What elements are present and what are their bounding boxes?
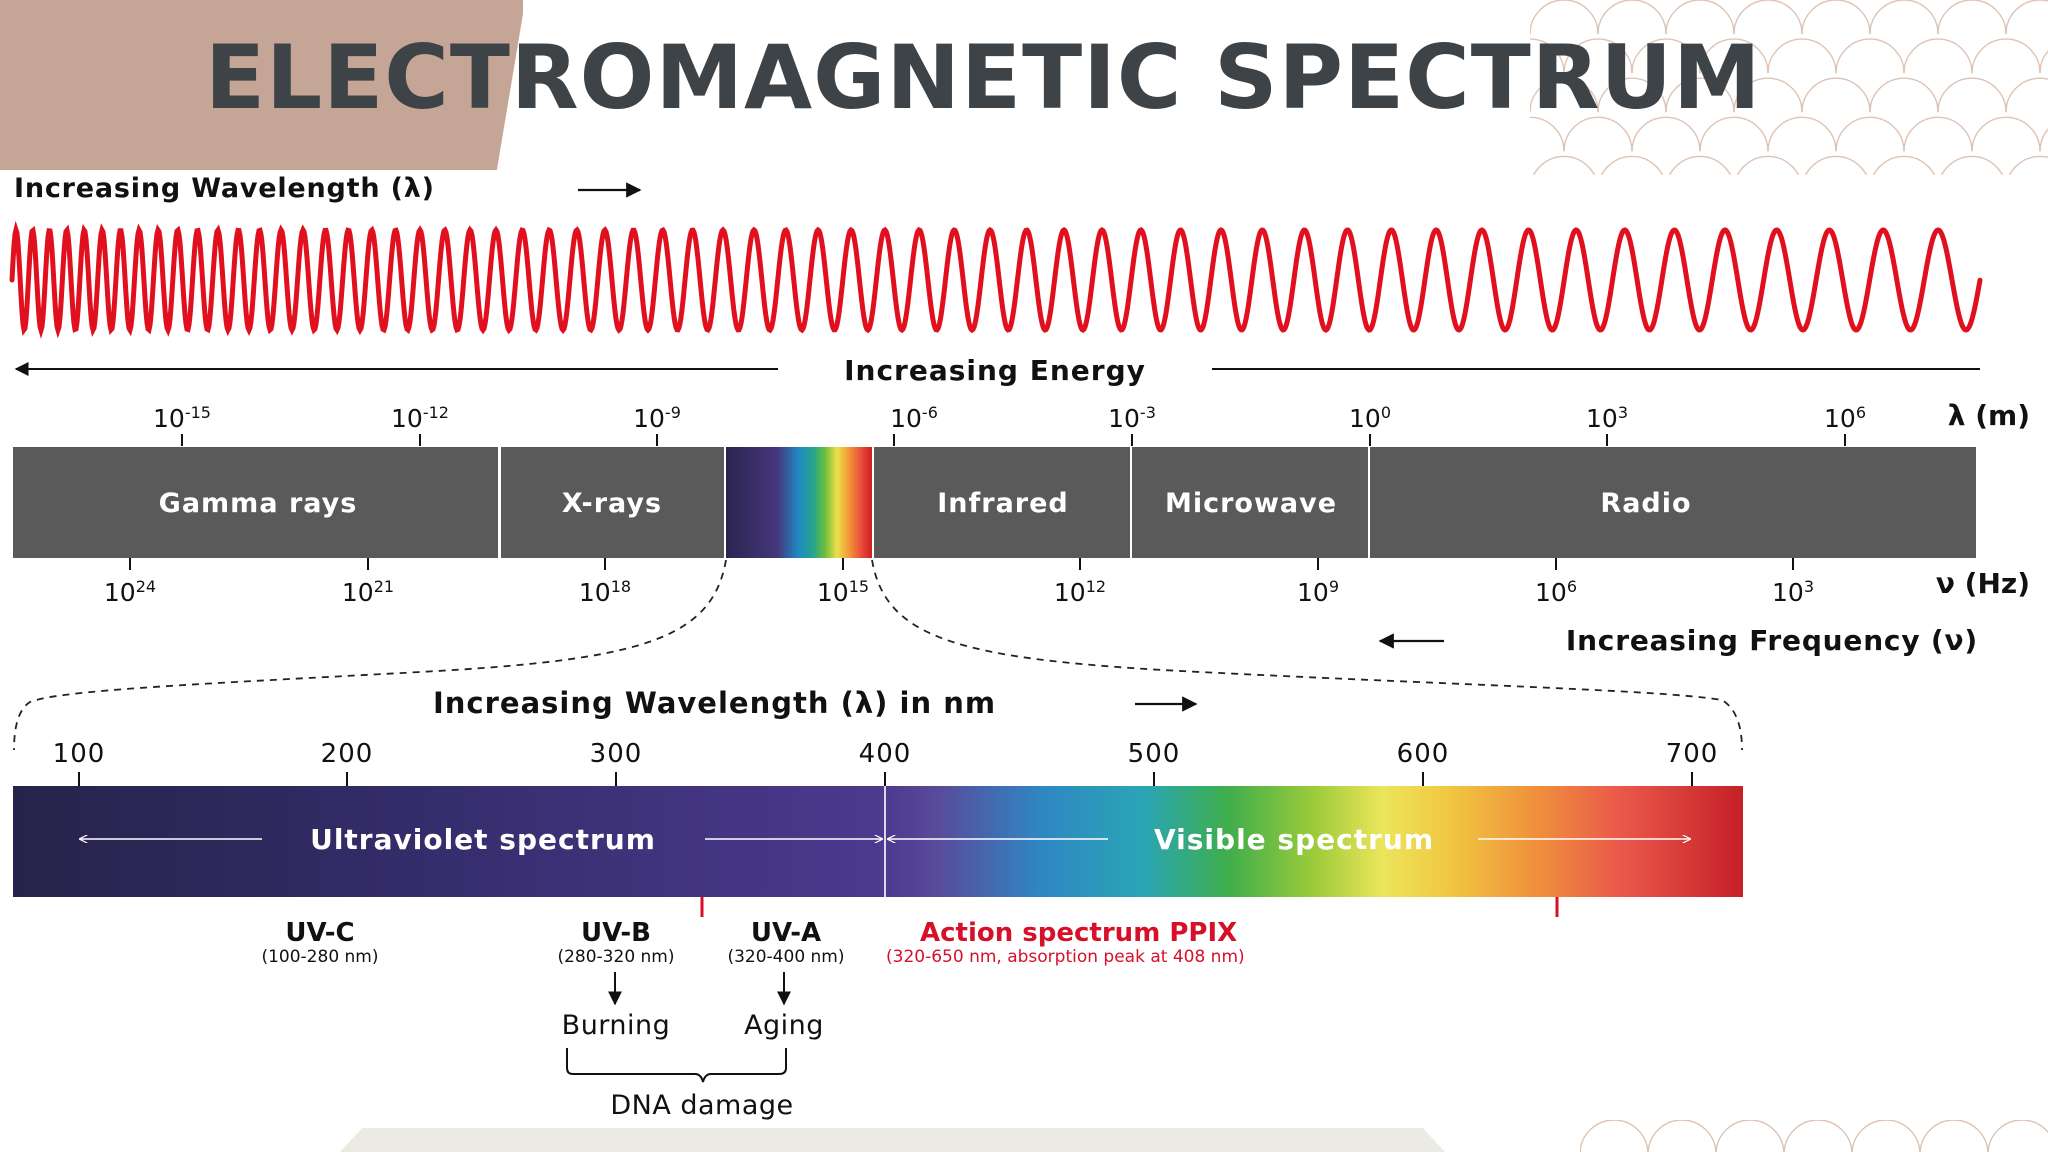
zoom-connector	[13, 559, 1743, 751]
aging-label: Aging	[744, 1010, 824, 1041]
burning-label: Burning	[562, 1010, 671, 1041]
band-microwave	[1132, 447, 1368, 558]
wavelength-unit: λ (m)	[1948, 399, 2030, 432]
frequency-tick-label: 1024	[104, 577, 156, 607]
energy-label: Increasing Energy	[844, 354, 1146, 387]
uvc-range: (100-280 nm)	[261, 947, 378, 967]
uv-spectrum-label: Ultraviolet spectrum	[310, 823, 656, 856]
band-bar: Gamma rays X-rays Infrared Microwave Rad…	[13, 447, 1976, 558]
em-spectrum-diagram: Increasing Wavelength (λ) Increasing Ene…	[9, 173, 2030, 1121]
detail-heading: Increasing Wavelength (λ) in nm	[433, 686, 996, 720]
band-label: Infrared	[937, 488, 1069, 519]
detail-bar: Ultraviolet spectrum Visible spectrum	[13, 786, 1743, 917]
action-spectrum-label: Action spectrum PPIX	[920, 918, 1237, 948]
band-infrared	[874, 447, 1130, 558]
title-accent-block	[0, 0, 523, 170]
uv-categories: UV-C (100-280 nm) UV-B (280-320 nm) UV-A…	[261, 918, 1244, 1121]
frequency-tick-label: 109	[1297, 577, 1339, 607]
nm-tick-label: 500	[1128, 739, 1181, 769]
wavelength-tick-label: 106	[1824, 403, 1866, 433]
nm-axis: 100 200 300 400 500 600 700	[53, 739, 1719, 786]
visible-band	[885, 786, 1743, 897]
slide-title: ELECTROMAGNETIC SPECTRUM	[205, 26, 1762, 129]
wavelength-heading: Increasing Wavelength (λ)	[14, 173, 435, 204]
footer-band	[340, 1128, 1445, 1152]
band-radio	[1370, 447, 1976, 558]
uv-band	[13, 786, 885, 897]
band-label: Gamma rays	[159, 488, 358, 519]
nm-tick-label: 200	[321, 739, 374, 769]
wavelength-tick-label: 100	[1349, 403, 1391, 433]
band-label: Radio	[1600, 488, 1691, 519]
scale-pattern-decoration-bottom	[1580, 1120, 2048, 1152]
wavelength-tick-label: 103	[1586, 403, 1628, 433]
wavelength-tick-label: 10-9	[633, 403, 681, 433]
action-spectrum-range: (320-650 nm, absorption peak at 408 nm)	[886, 947, 1245, 967]
frequency-heading: Increasing Frequency (ν)	[1566, 624, 1978, 657]
uva-range: (320-400 nm)	[727, 947, 844, 967]
band-label: Microwave	[1165, 488, 1337, 519]
frequency-tick-label: 1012	[1054, 577, 1106, 607]
scale-pattern-decoration	[1530, 0, 2048, 175]
nm-tick-label: 600	[1397, 739, 1450, 769]
nm-tick-label: 400	[859, 739, 912, 769]
band-uv-visible	[726, 447, 872, 558]
band-gamma-rays	[13, 447, 498, 558]
frequency-unit: ν (Hz)	[1936, 567, 2030, 600]
visible-spectrum-label: Visible spectrum	[1154, 823, 1434, 856]
dna-damage-label: DNA damage	[610, 1090, 793, 1121]
wavelength-tick-label: 10-3	[1108, 403, 1156, 433]
band-label: X-rays	[562, 488, 662, 519]
uva-label: UV-A	[751, 918, 821, 948]
band-x-rays	[501, 447, 724, 558]
uvc-label: UV-C	[285, 918, 354, 948]
wavelength-tick-label: 10-6	[890, 403, 938, 433]
nm-tick-label: 300	[590, 739, 643, 769]
uvb-range: (280-320 nm)	[557, 947, 674, 967]
frequency-tick-label: 106	[1535, 577, 1577, 607]
uvb-label: UV-B	[581, 918, 651, 948]
frequency-tick-label: 1015	[817, 577, 869, 607]
wavelength-axis: 10-15 10-12 10-9 10-6 10-3 100 103 106 λ…	[153, 399, 2030, 446]
frequency-tick-label: 1018	[579, 577, 631, 607]
frequency-axis: 1024 1021 1018 1015 1012 109 106 103 ν (…	[104, 558, 2030, 607]
frequency-tick-label: 103	[1772, 577, 1814, 607]
frequency-tick-label: 1021	[342, 577, 394, 607]
wavelength-tick-label: 10-15	[153, 403, 211, 433]
nm-tick-label: 700	[1666, 739, 1719, 769]
dna-bracket	[566, 1048, 787, 1083]
wavelength-tick-label: 10-12	[391, 403, 449, 433]
nm-tick-label: 100	[53, 739, 106, 769]
em-wave	[9, 220, 1983, 339]
